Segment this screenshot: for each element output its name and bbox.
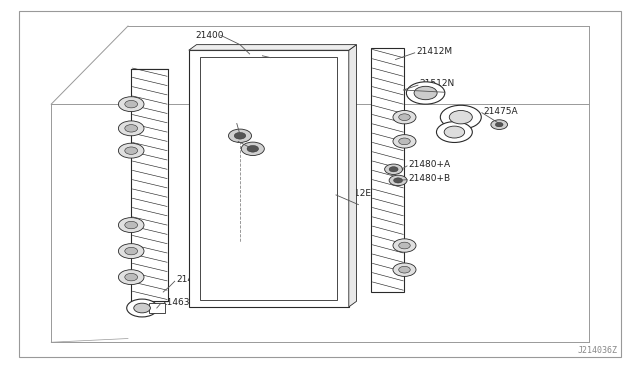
- Circle shape: [385, 164, 403, 174]
- Circle shape: [399, 138, 410, 145]
- Circle shape: [118, 244, 144, 259]
- Circle shape: [444, 126, 465, 138]
- Circle shape: [399, 266, 410, 273]
- Circle shape: [394, 178, 403, 183]
- Circle shape: [495, 122, 503, 127]
- Circle shape: [125, 125, 138, 132]
- Text: 21412E: 21412E: [176, 275, 210, 284]
- Circle shape: [125, 147, 138, 154]
- Text: 21475A: 21475A: [483, 107, 518, 116]
- Circle shape: [125, 100, 138, 108]
- Text: 21480+A: 21480+A: [408, 160, 451, 169]
- Circle shape: [491, 120, 508, 129]
- Bar: [149, 303, 165, 313]
- Circle shape: [125, 247, 138, 255]
- Circle shape: [247, 145, 259, 152]
- Circle shape: [118, 143, 144, 158]
- Circle shape: [414, 86, 437, 100]
- Circle shape: [399, 114, 410, 121]
- Circle shape: [127, 299, 157, 317]
- Circle shape: [393, 110, 416, 124]
- Circle shape: [118, 97, 144, 112]
- Bar: [200, 57, 337, 300]
- Circle shape: [399, 242, 410, 249]
- Text: 21480G: 21480G: [211, 119, 246, 128]
- Circle shape: [389, 167, 398, 172]
- Bar: [189, 50, 349, 307]
- Text: NOT FOR SALE: NOT FOR SALE: [272, 53, 338, 62]
- Circle shape: [241, 142, 264, 155]
- Circle shape: [134, 303, 150, 313]
- Text: 21480+B: 21480+B: [408, 174, 451, 183]
- Circle shape: [393, 239, 416, 252]
- Polygon shape: [189, 45, 356, 50]
- Text: J214036Z: J214036Z: [578, 346, 618, 355]
- Bar: [371, 48, 404, 292]
- Circle shape: [393, 135, 416, 148]
- Text: 21412M: 21412M: [416, 47, 452, 56]
- Circle shape: [118, 218, 144, 232]
- Circle shape: [228, 129, 252, 142]
- Circle shape: [449, 110, 472, 124]
- Circle shape: [118, 121, 144, 136]
- Text: 21480: 21480: [221, 137, 250, 146]
- Circle shape: [125, 221, 138, 229]
- Text: 21512N: 21512N: [419, 79, 454, 88]
- Text: 21412E: 21412E: [337, 189, 371, 198]
- Polygon shape: [349, 45, 356, 307]
- Circle shape: [234, 132, 246, 139]
- Circle shape: [406, 82, 445, 104]
- Text: 21400: 21400: [195, 31, 224, 40]
- Circle shape: [118, 270, 144, 285]
- Circle shape: [389, 175, 407, 186]
- Circle shape: [393, 263, 416, 276]
- Text: 21463N: 21463N: [161, 298, 196, 307]
- Circle shape: [436, 122, 472, 142]
- Circle shape: [125, 273, 138, 281]
- Bar: [131, 69, 168, 301]
- Circle shape: [440, 105, 481, 129]
